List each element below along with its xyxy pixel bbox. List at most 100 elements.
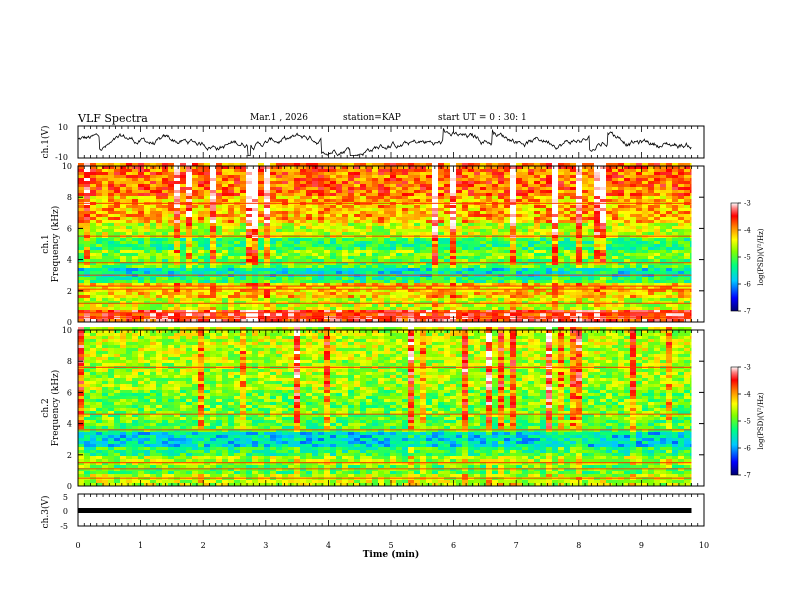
spec-cell [408,283,414,286]
spec-cell [510,310,516,313]
spec-cell [426,298,432,301]
spec-cell [126,196,132,199]
spec-cell [144,256,150,259]
spec-cell [294,247,300,250]
spec-cell [132,214,138,217]
spec-cell [378,175,384,178]
spec-cell [534,217,540,220]
spec-cell [498,208,504,211]
spec-cell [402,166,408,169]
spec-cell [354,262,360,265]
spec-cell [534,247,540,250]
spec-cell [426,190,432,193]
spec-cell [612,319,618,322]
spec-cell [354,220,360,223]
spec-cell [432,226,438,229]
spec-cell [378,241,384,244]
spec-cell [624,256,630,259]
spec-cell [480,208,486,211]
spec-cell [342,301,348,304]
spec-cell [252,301,258,304]
spec-cell [612,220,618,223]
spec-cell [186,304,192,307]
spec-cell [522,283,528,286]
spec-cell [504,277,510,280]
spec-cell [114,175,120,178]
spec-cell [96,253,102,256]
spec-cell [204,220,210,223]
spec-cell [222,283,228,286]
spec-cell [534,184,540,187]
spec-cell [222,268,228,271]
spec-cell [204,301,210,304]
spec-cell [624,292,630,295]
spec-cell [264,175,270,178]
spec-cell [528,229,534,232]
spec-cell [528,199,534,202]
spec-cell [402,199,408,202]
spec-cell [180,217,186,220]
spec-cell [366,184,372,187]
spec-cell [414,241,420,244]
spec-cell [312,178,318,181]
spec-cell [630,175,636,178]
spec-cell [444,214,450,217]
spec-cell [126,268,132,271]
spec-cell [96,298,102,301]
spec-cell [300,289,306,292]
spec-cell [210,169,216,172]
spec-cell [192,190,198,193]
spec-cell [192,184,198,187]
spec-cell [480,283,486,286]
spec-cell [354,301,360,304]
spec-cell [396,223,402,226]
spec-cell [462,268,468,271]
spec-cell [156,295,162,298]
spec-cell [270,280,276,283]
spec-cell [84,178,90,181]
spec-cell [516,304,522,307]
spec-cell [318,286,324,289]
spec-cell [312,229,318,232]
spec-cell [102,307,108,310]
spec-cell [180,190,186,193]
spec-cell [486,205,492,208]
spec-cell [564,220,570,223]
spec-cell [612,178,618,181]
spec-cell [558,256,564,259]
spec-cell [294,259,300,262]
spec-cell [276,226,282,229]
spec-cell [318,232,324,235]
spec-cell [342,220,348,223]
spec-cell [336,319,342,322]
spec-cell [588,178,594,181]
spec-cell [240,187,246,190]
spec-cell [450,268,456,271]
spec-cell [198,193,204,196]
spec-cell [78,220,84,223]
spec-cell [306,244,312,247]
spec-cell [132,223,138,226]
spec-cell [252,313,258,316]
spec-cell [612,280,618,283]
spec-cell [612,211,618,214]
spec-cell [258,175,264,178]
spec-cell [126,163,132,166]
spec-cell [588,298,594,301]
spec-cell [162,304,168,307]
spec-cell [162,217,168,220]
spec-cell [108,268,114,271]
spec-cell [222,199,228,202]
spec-cell [522,193,528,196]
spec-cell [324,208,330,211]
spec-cell [510,178,516,181]
spec-cell [528,205,534,208]
spec-cell [528,280,534,283]
spec-cell [540,187,546,190]
spec-cell [408,271,414,274]
spec-cell [252,283,258,286]
spec-cell [582,307,588,310]
spec-cell [306,175,312,178]
spec-cell [228,238,234,241]
spec-cell [264,181,270,184]
